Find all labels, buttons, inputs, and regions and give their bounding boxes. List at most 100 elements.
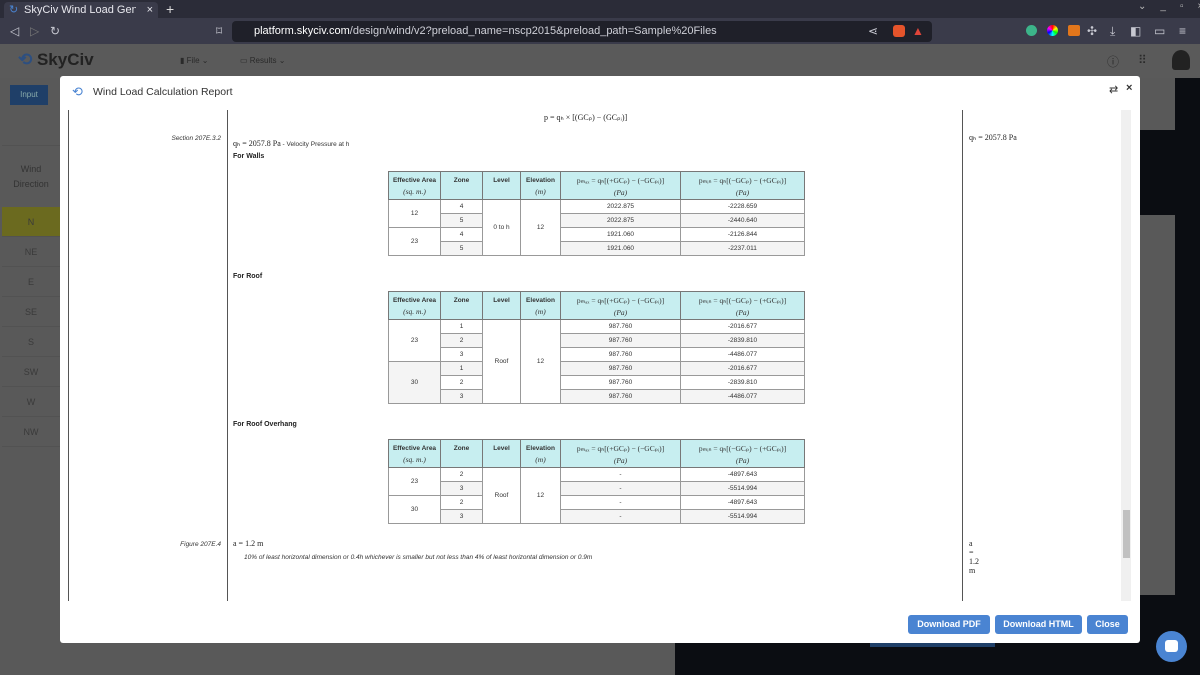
pmin-cell: -4897.643	[680, 467, 805, 482]
wind-direction-se[interactable]: SE	[2, 297, 60, 327]
header-text: Effective Area	[392, 297, 437, 304]
effective-area-cell: 30	[388, 361, 441, 404]
level-cell: Roof	[482, 319, 521, 404]
pmin-cell: -2228.659	[680, 199, 805, 214]
wind-direction-e[interactable]: E	[2, 267, 60, 297]
figure-row: Figure 207E.4 a = 1.2 m 10% of least hor…	[69, 539, 979, 575]
grammarly-icon[interactable]	[1026, 25, 1037, 36]
pmax-cell: -	[560, 495, 681, 510]
scrollbar-thumb[interactable]	[1123, 510, 1130, 558]
effective-area-cell: 12	[388, 199, 441, 228]
background-table	[1140, 215, 1175, 595]
zone-cell: 2	[440, 375, 483, 390]
results-menu[interactable]: ▭ Results ⌄	[240, 56, 286, 65]
column-header: pₘₐₓ = qₕ[(+GCₚ) − (−GCₚᵢ)] (Pa)	[560, 439, 681, 468]
url-input[interactable]: platform.skyciv.com/design/wind/v2?prelo…	[232, 21, 932, 42]
wind-direction-ne[interactable]: NE	[2, 237, 60, 267]
column-header: pₘₐₓ = qₕ[(+GCₚ) − (−GCₚᵢ)] (Pa)	[560, 171, 681, 200]
pmin-cell: -2016.677	[680, 319, 805, 334]
browser-tab[interactable]: ↻ SkyCiv Wind Load Generat ×	[4, 2, 158, 18]
table-row: 3 - -5514.994	[389, 481, 805, 496]
elevation-cell: 12	[520, 467, 561, 524]
color-picker-icon[interactable]	[1047, 25, 1058, 36]
pmin-cell: -5514.994	[680, 481, 805, 496]
zone-cell: 3	[440, 481, 483, 496]
close-tab-icon[interactable]: ×	[146, 4, 153, 16]
zone-cell: 3	[440, 389, 483, 404]
level-cell: Roof	[482, 467, 521, 524]
input-tab[interactable]: Input	[10, 85, 48, 105]
pmin-cell: -2126.844	[680, 227, 805, 242]
skyciv-favicon-icon: ↻	[9, 4, 19, 16]
file-menu[interactable]: ▮ File ⌄	[180, 56, 209, 65]
effective-area-cell: 23	[388, 319, 441, 362]
report-scrollbar[interactable]	[1121, 110, 1131, 601]
pmax-cell: 987.760	[560, 375, 681, 390]
pmax-cell: 987.760	[560, 389, 681, 404]
back-icon[interactable]: ◁	[10, 24, 20, 38]
velocity-pressure: qₕ = 2057.8 Pa - Velocity Pressure at h	[233, 133, 349, 151]
wind-direction-s[interactable]: S	[2, 327, 60, 357]
table-title: For Roof	[233, 273, 263, 280]
close-button[interactable]: Close	[1087, 615, 1128, 634]
table-row: 23 4 1921.060 -2126.844	[388, 227, 805, 256]
table-row: 23 1 Roof 12 987.760 -2016.677	[388, 319, 805, 404]
modal-title: Wind Load Calculation Report	[93, 86, 233, 98]
wind-direction-n[interactable]: N	[2, 207, 60, 237]
table-row: 30 2 - -4897.643	[388, 495, 805, 524]
header-unit: (m)	[535, 307, 546, 316]
zone-cell: 4	[440, 227, 483, 242]
user-avatar[interactable]	[1172, 50, 1190, 70]
header-text: Level	[493, 177, 510, 184]
zone-cell: 3	[440, 509, 483, 524]
wallet-icon[interactable]: ▭	[1154, 24, 1166, 38]
table-title: For Walls	[233, 153, 265, 160]
brave-rewards-icon[interactable]: ▲	[912, 24, 924, 38]
table-row: 5 2022.875 -2440.640	[389, 213, 805, 228]
elevation-cell: 12	[520, 199, 561, 256]
chat-button[interactable]	[1156, 631, 1187, 662]
forward-icon[interactable]: ▷	[30, 24, 40, 38]
header-text: Elevation	[526, 445, 555, 452]
close-modal-icon[interactable]: ×	[1126, 82, 1133, 94]
header-row: Effective Area (sq. m.) Zone Level Elevation…	[388, 439, 805, 468]
column-header: Zone	[440, 291, 483, 320]
zone-cell: 5	[440, 241, 483, 256]
download-pdf-button[interactable]: Download PDF	[908, 615, 990, 634]
bookmark-icon[interactable]: ⌑	[216, 24, 223, 38]
header-text: Zone	[453, 177, 470, 184]
menu-icon[interactable]: ≡	[1179, 24, 1187, 38]
metamask-icon[interactable]	[1068, 25, 1080, 36]
help-icon[interactable]: ⓘ	[1107, 55, 1120, 69]
sidebar-icon[interactable]: ◧	[1130, 24, 1142, 38]
url-path: /design/wind/v2?preload_name=nscp2015&pr…	[349, 25, 717, 37]
swap-icon[interactable]: ⇄	[1109, 84, 1119, 96]
header-text: pₘᵢₙ = qₕ[(−GCₚ) − (+GCₚᵢ)]	[698, 444, 787, 453]
share-icon[interactable]: ⋖	[868, 24, 879, 38]
window-controls[interactable]: ⌄_▫×	[1138, 1, 1200, 12]
apps-grid-icon[interactable]: ⠿	[1138, 53, 1147, 67]
download-html-button[interactable]: Download HTML	[995, 615, 1082, 634]
level-cell: 0 to h	[482, 199, 521, 256]
header-text: Zone	[453, 445, 470, 452]
app-header	[0, 44, 1200, 78]
column-header: Elevation (m)	[520, 439, 561, 468]
zone-cell: 1	[440, 361, 483, 376]
column-header: pₘᵢₙ = qₕ[(−GCₚ) − (+GCₚᵢ)] (Pa)	[680, 439, 805, 468]
wind-direction-sw[interactable]: SW	[2, 357, 60, 387]
header-text: Elevation	[526, 297, 555, 304]
skyciv-logo[interactable]: ⟲ SkyCiv	[18, 50, 94, 69]
pmin-cell: -2016.677	[680, 361, 805, 376]
skyciv-logo-icon: ⟲	[72, 84, 83, 99]
brave-shield-icon[interactable]	[893, 25, 905, 37]
wind-direction-w[interactable]: W	[2, 387, 60, 417]
new-tab-icon[interactable]: +	[166, 1, 175, 17]
header-text: Effective Area	[392, 177, 437, 184]
column-header: Zone	[440, 171, 483, 200]
reload-icon[interactable]: ↻	[50, 24, 61, 38]
wind-direction-nw[interactable]: NW	[2, 417, 60, 447]
extensions-icon[interactable]: ✣	[1087, 24, 1098, 38]
download-icon[interactable]: ⤓	[1110, 24, 1116, 38]
report-flow: For Walls Effective Area (sq. m.) Zone Level…	[69, 151, 979, 575]
column-header: Level	[482, 171, 521, 200]
